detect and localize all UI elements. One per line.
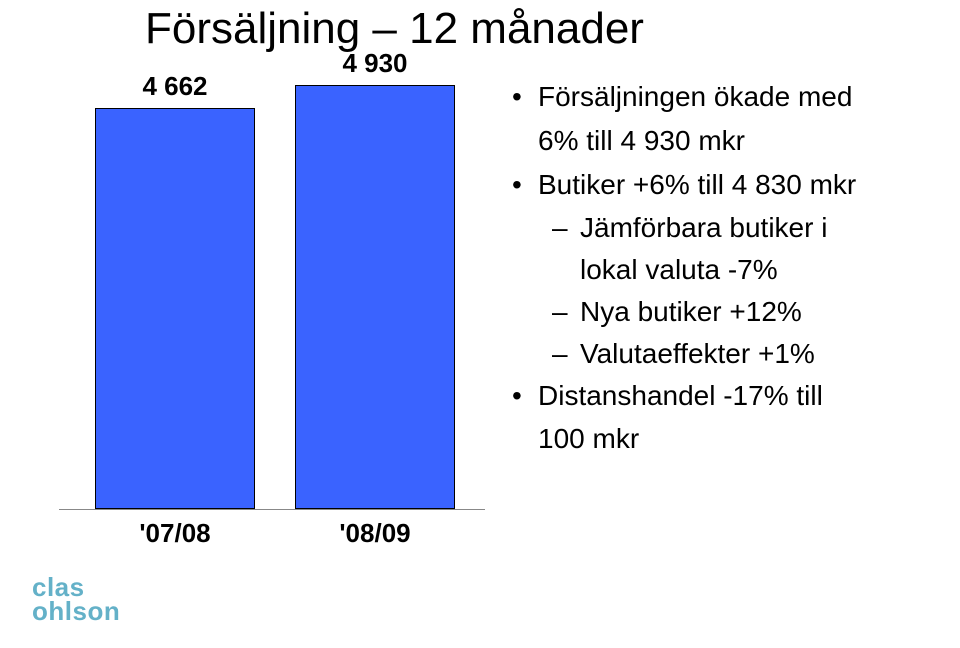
bullet-3: Distanshandel -17% till: [510, 377, 940, 415]
bullet-2-sub2-text: Nya butiker +12%: [580, 296, 802, 327]
bullet-2-sub3-text: Valutaeffekter +1%: [580, 338, 815, 369]
bar-0708: [95, 108, 255, 509]
page-title: Försäljning – 12 månader: [145, 4, 644, 54]
category-label-0708: '07/08: [95, 518, 255, 549]
bar-chart: 4 662 4 930 '07/08 '08/09: [65, 80, 485, 560]
slide: Försäljning – 12 månader 4 662 4 930 '07…: [0, 0, 960, 648]
bullet-2-sub1-cont: lokal valuta -7%: [510, 251, 940, 289]
logo-line2: ohlson: [32, 600, 120, 624]
bullet-list: Försäljningen ökade med 6% till 4 930 mk…: [510, 78, 940, 464]
bullet-2-sub1-text: Jämförbara butiker i: [580, 212, 827, 243]
bullet-2-sub2: Nya butiker +12%: [510, 293, 940, 331]
bar-label-0809: 4 930: [295, 48, 455, 79]
bullet-3-cont: 100 mkr: [510, 420, 940, 458]
bullet-2-text: Butiker +6% till 4 830 mkr: [538, 169, 856, 200]
bullet-1-cont: 6% till 4 930 mkr: [510, 122, 940, 160]
bar-label-0708: 4 662: [95, 71, 255, 102]
bar-0809: [295, 85, 455, 509]
bullet-2-sub3: Valutaeffekter +1%: [510, 335, 940, 373]
axis-tick: [59, 509, 65, 510]
bullet-2-sub1: Jämförbara butiker i: [510, 209, 940, 247]
bullet-3-text: Distanshandel -17% till: [538, 380, 823, 411]
logo: clas ohlson: [32, 576, 120, 624]
chart-plot-area: 4 662 4 930: [65, 80, 485, 510]
category-label-0809: '08/09: [295, 518, 455, 549]
bullet-2: Butiker +6% till 4 830 mkr: [510, 166, 940, 204]
bullet-1-text: Försäljningen ökade med: [538, 81, 852, 112]
bullet-1: Försäljningen ökade med: [510, 78, 940, 116]
